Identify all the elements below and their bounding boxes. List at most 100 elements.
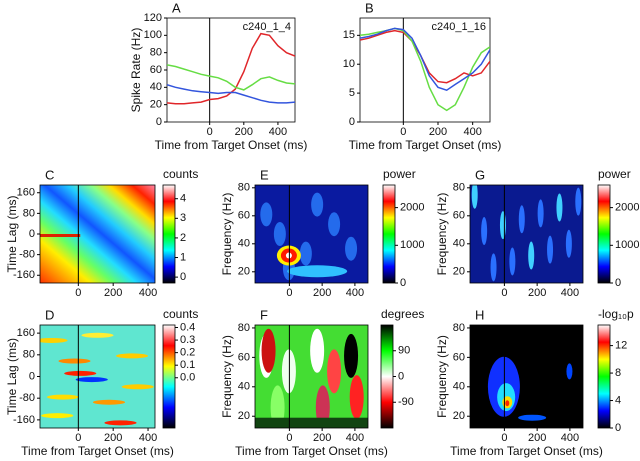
heatmap-image <box>270 385 285 428</box>
x-tick-label: 200 <box>313 287 331 299</box>
colorbar <box>162 184 176 284</box>
y-tick-label: 60 <box>238 210 250 222</box>
heatmap <box>255 325 368 428</box>
heatmap-image <box>58 358 91 364</box>
panel-letter: G <box>475 167 485 182</box>
panel-letter: F <box>260 307 268 322</box>
x-tick-label: 200 <box>104 432 122 444</box>
y-axis-label: Time Lag (ms) <box>5 338 19 415</box>
heatmap-image <box>470 325 583 428</box>
heatmap-image <box>41 413 74 419</box>
x-tick-label: 200 <box>104 287 122 299</box>
y-tick-label: 40 <box>238 381 250 393</box>
heatmap-image <box>575 187 582 216</box>
colorbar-tick-label: 0.3 <box>180 334 195 346</box>
x-tick-label: 200 <box>528 432 546 444</box>
colorbar-tick-label: 0.1 <box>180 359 195 371</box>
y-tick-label: 10 <box>343 58 355 70</box>
x-axis-label: Time from Target Onset (ms) <box>155 138 308 152</box>
colorbar-tick-label: 0 <box>398 370 404 382</box>
y-tick-label: 0 <box>29 370 35 382</box>
colorbar-tick-label: 8 <box>615 367 621 379</box>
heatmap-image <box>327 349 342 394</box>
heatmap-image <box>299 241 312 266</box>
plot-frame <box>469 184 584 284</box>
y-tick-label: 60 <box>453 351 465 363</box>
panel-letter: D <box>45 307 54 322</box>
colorbar-tick-label: 0.2 <box>180 347 195 359</box>
y-tick-label: 20 <box>238 410 250 422</box>
heatmap-image <box>528 241 535 270</box>
heatmap-image <box>92 399 126 405</box>
colorbar-label: power <box>598 167 631 181</box>
heatmap-image <box>311 192 324 217</box>
x-tick-label: 0 <box>286 287 292 299</box>
heatmap-image <box>81 332 114 338</box>
x-tick-label: 0 <box>501 432 507 444</box>
x-tick-label: 0 <box>75 287 81 299</box>
heatmap-image <box>104 420 137 426</box>
y-tick-label: 0 <box>29 228 35 240</box>
panel-letter: C <box>45 167 54 182</box>
colorbar-tick-label: 0.0 <box>180 372 195 384</box>
x-tick-label: 400 <box>561 287 579 299</box>
colorbar <box>162 324 176 429</box>
colorbar-tick-label: 3 <box>180 212 186 224</box>
colorbar-tick-label: 0 <box>615 422 621 434</box>
heatmap <box>470 185 583 283</box>
colorbar-tick-label: -90 <box>398 396 414 408</box>
panel-letter: E <box>260 167 269 182</box>
heatmap-image <box>328 212 341 237</box>
y-axis-label: Spike Rate (Hz) <box>129 28 143 113</box>
x-tick-label: 200 <box>235 126 253 138</box>
x-tick-label: 400 <box>346 287 364 299</box>
colorbar-tick-label: 1 <box>180 251 186 263</box>
y-axis-label: Frequency (Hz) <box>435 193 449 276</box>
colorbar-tick-label: 1000 <box>615 239 639 251</box>
colorbar-label: -log₁₀p <box>598 307 634 321</box>
x-tick-label: 0 <box>75 432 81 444</box>
heatmap <box>40 185 155 283</box>
y-tick-label: 60 <box>453 210 465 222</box>
y-tick-label: 80 <box>238 182 250 194</box>
x-tick-label: 200 <box>528 287 546 299</box>
heatmap-image <box>547 235 554 264</box>
heatmap-image <box>75 377 108 383</box>
y-tick-label: 20 <box>238 266 250 278</box>
x-axis-label: Time from Target Onset (ms) <box>235 444 388 458</box>
heatmap-image <box>481 217 488 246</box>
colorbar <box>597 184 611 284</box>
heatmap-image <box>40 337 68 343</box>
heatmap-image <box>115 353 149 359</box>
heatmap-image <box>471 185 478 209</box>
y-tick-label: 100 <box>144 29 162 41</box>
y-tick-label: 120 <box>144 12 162 24</box>
y-tick-label: 160 <box>17 327 35 339</box>
heatmap-image <box>505 400 510 407</box>
y-tick-label: -160 <box>13 414 35 426</box>
panel-letter: A <box>172 0 181 15</box>
y-tick-label: 60 <box>238 351 250 363</box>
y-tick-label: 40 <box>238 238 250 250</box>
colorbar-tick-label: 0 <box>180 271 186 283</box>
heatmap-image <box>40 234 81 237</box>
annotation: c240_1_4 <box>243 21 291 33</box>
colorbar-tick-label: 4 <box>615 394 621 406</box>
colorbar <box>382 184 396 284</box>
heatmap-image <box>315 385 330 428</box>
heatmap-image <box>287 265 348 278</box>
y-tick-label: 80 <box>150 47 162 59</box>
series-line <box>167 83 295 104</box>
series-line <box>360 27 490 112</box>
x-tick-label: 200 <box>313 432 331 444</box>
colorbar-tick-label: 4 <box>180 193 186 205</box>
x-tick-label: 400 <box>561 432 579 444</box>
y-tick-label: 0 <box>349 116 355 128</box>
heatmap-image <box>499 211 506 240</box>
y-tick-label: 160 <box>17 187 35 199</box>
